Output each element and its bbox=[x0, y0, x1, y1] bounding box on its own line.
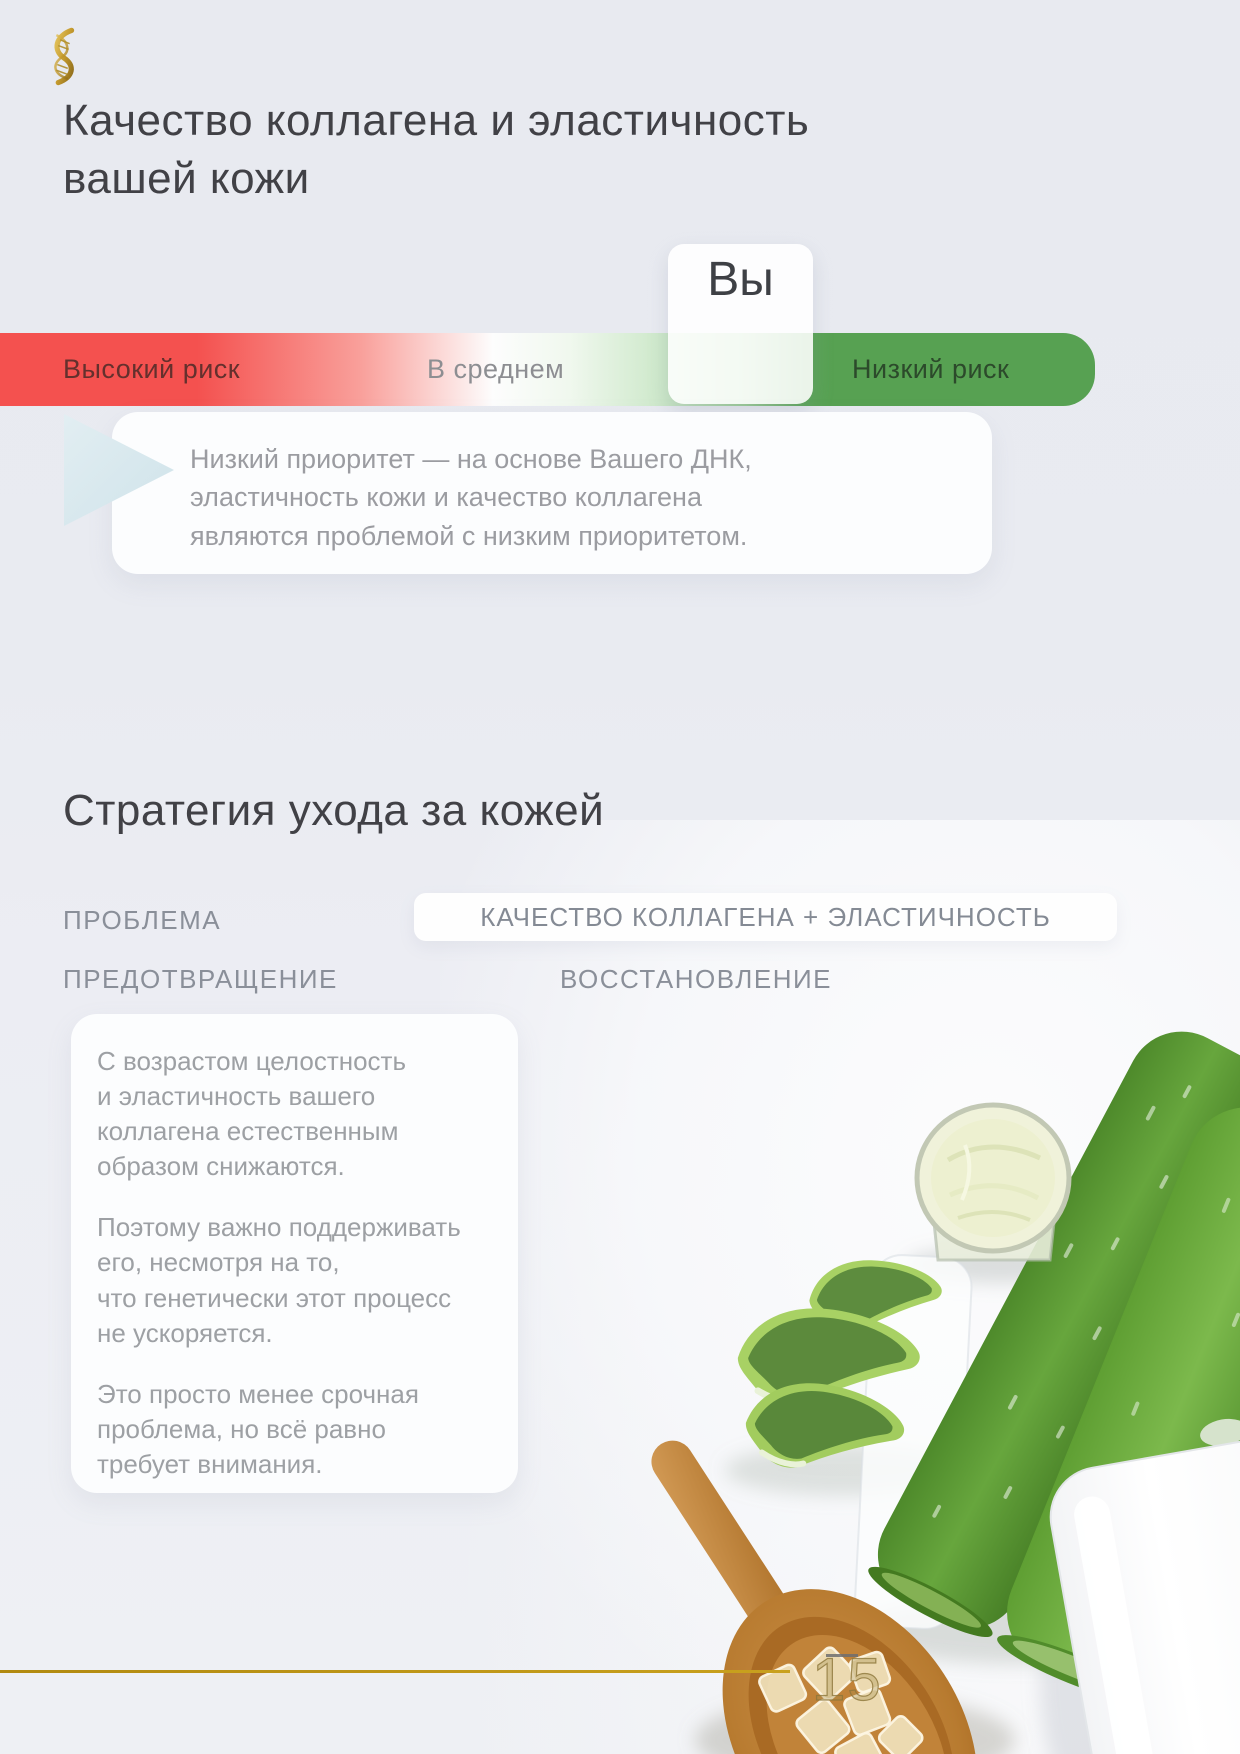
high-risk-label: Высокий риск bbox=[63, 354, 241, 384]
page-number-dash bbox=[826, 1654, 858, 1657]
aloe-slices bbox=[737, 1260, 942, 1468]
low-risk-label: Низкий риск bbox=[852, 354, 1010, 384]
prevention-label: ПРЕДОТВРАЩЕНИЕ bbox=[63, 964, 338, 994]
average-risk-label: В среднем bbox=[427, 354, 565, 384]
dna-logo-icon bbox=[54, 27, 75, 86]
strategy-section-title: Стратегия ухода за кожей bbox=[63, 786, 605, 835]
your-position-marker-label: Вы bbox=[707, 253, 774, 306]
risk-gradient-bar: Высокий риск В среднем Низкий риск bbox=[0, 333, 1095, 406]
page-number: 15 bbox=[811, 1646, 883, 1713]
your-position-marker: Вы bbox=[668, 244, 813, 404]
restoration-label: ВОССТАНОВЛЕНИЕ bbox=[560, 964, 833, 994]
card-paragraph: С возрастом целостность и эластичность в… bbox=[97, 1046, 407, 1182]
card-paragraph: Поэтому важно поддерживать его, несмотря… bbox=[97, 1212, 461, 1348]
problem-value-chip: КАЧЕСТВО КОЛЛАГЕНА + ЭЛАСТИЧНОСТЬ bbox=[414, 893, 1117, 941]
problem-label: ПРОБЛЕМА bbox=[63, 905, 222, 935]
page-title: Качество коллагена и эластичность вашей … bbox=[63, 96, 810, 204]
footer-gold-rule bbox=[0, 1670, 790, 1673]
prevention-card: С возрастом целостность и эластичность в… bbox=[71, 1014, 518, 1493]
priority-callout-box bbox=[112, 412, 992, 574]
card-paragraph: Это просто менее срочная проблема, но вс… bbox=[97, 1378, 419, 1479]
priority-callout-text: Низкий приоритет — на основе Вашего ДНК,… bbox=[190, 444, 752, 551]
